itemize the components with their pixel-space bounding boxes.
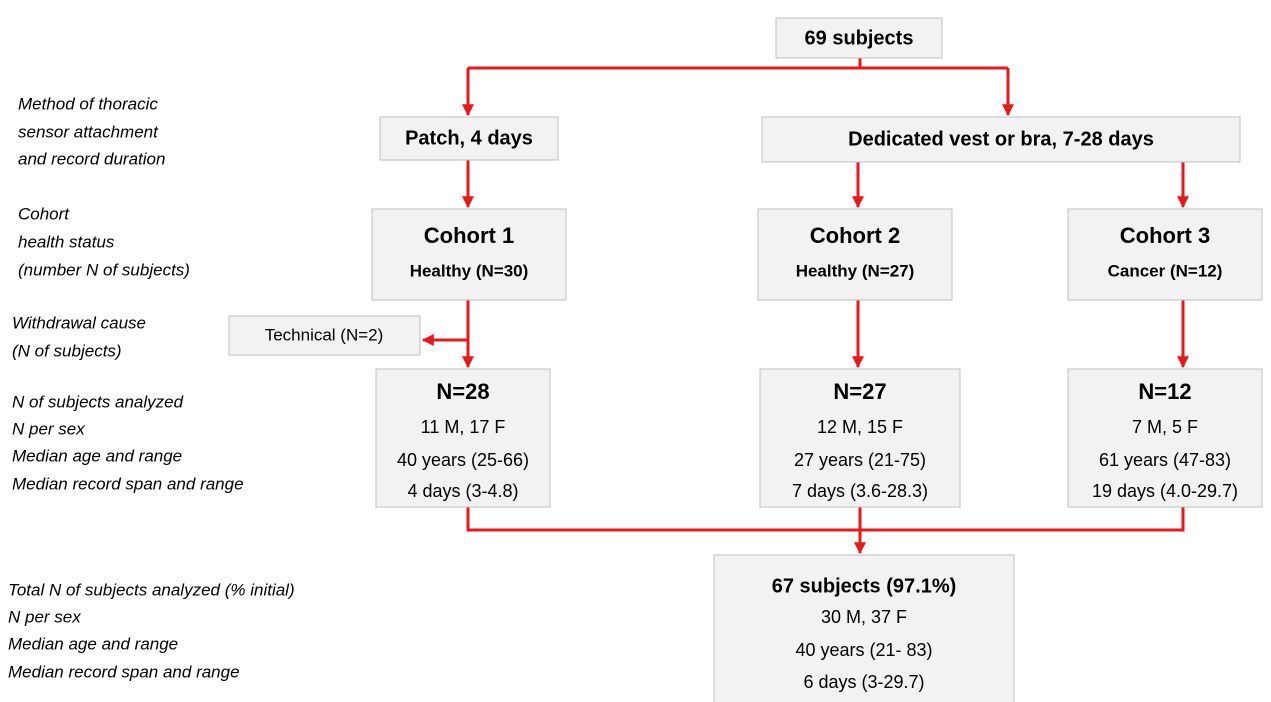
cohort-title: Cohort 2	[810, 223, 900, 248]
side-label: Withdrawal cause	[12, 313, 146, 332]
total-title: 67 subjects (97.1%)	[772, 575, 957, 597]
total-box	[713, 554, 1015, 702]
side-label: Median age and range	[8, 634, 178, 653]
analyzed-title: N=28	[436, 379, 489, 404]
analyzed-title: N=27	[833, 379, 886, 404]
analyzed-line: 7 days (3.6-28.3)	[792, 481, 928, 501]
side-label: (N of subjects)	[12, 341, 122, 360]
analyzed-box	[1067, 368, 1263, 508]
technical-label: Technical (N=2)	[265, 325, 384, 344]
side-label: Method of thoracic	[18, 94, 158, 113]
analyzed-line: 7 M, 5 F	[1132, 417, 1198, 437]
analyzed-line: 4 days (3-4.8)	[407, 481, 518, 501]
side-label: Total N of subjects analyzed (% initial)	[8, 580, 295, 599]
side-label: (number N of subjects)	[18, 260, 190, 279]
analyzed-line: 11 M, 17 F	[421, 417, 506, 437]
total-line: 40 years (21- 83)	[795, 640, 932, 660]
total-line: 30 M, 37 F	[821, 607, 907, 627]
cohort-status: Healthy (N=30)	[410, 261, 529, 280]
vest-box	[761, 116, 1241, 163]
side-label: health status	[18, 232, 115, 251]
cohort-status: Healthy (N=27)	[796, 261, 915, 280]
analyzed-line: 19 days (4.0-29.7)	[1092, 481, 1238, 501]
patch-label: Patch, 4 days	[405, 127, 533, 149]
analyzed-box	[759, 368, 961, 508]
analyzed-line: 61 years (47-83)	[1099, 450, 1231, 470]
analyzed-title: N=12	[1138, 379, 1191, 404]
connectors	[421, 58, 1189, 555]
cohort-title: Cohort 3	[1120, 223, 1210, 248]
analyzed-line: 12 M, 15 F	[817, 417, 903, 437]
start-label: 69 subjects	[805, 27, 914, 49]
connector	[466, 507, 1185, 532]
side-label: N per sex	[8, 607, 81, 626]
side-label: Median age and range	[12, 446, 182, 465]
side-label: Median record span and range	[12, 474, 244, 493]
side-label: sensor attachment	[18, 122, 159, 141]
side-label: N per sex	[12, 419, 85, 438]
side-label: Median record span and range	[8, 662, 240, 681]
cohort-box	[371, 208, 567, 301]
connector	[468, 58, 862, 70]
total-line: 6 days (3-29.7)	[803, 672, 924, 692]
side-label: Cohort	[18, 204, 70, 223]
start-box	[775, 17, 943, 59]
side-labels: Method of thoracic sensor attachment and…	[8, 94, 295, 681]
cohort-box	[757, 208, 953, 301]
cohort-title: Cohort 1	[424, 223, 514, 248]
cohort-box	[1067, 208, 1263, 301]
analyzed-box	[375, 368, 551, 508]
patch-box	[379, 116, 559, 161]
technical-box	[228, 315, 421, 356]
cohort-status: Cancer (N=12)	[1108, 261, 1223, 280]
analyzed-line: 40 years (25-66)	[397, 450, 529, 470]
side-label: and record duration	[18, 149, 165, 168]
vest-label: Dedicated vest or bra, 7-28 days	[848, 128, 1154, 150]
analyzed-line: 27 years (21-75)	[794, 450, 926, 470]
side-label: N of subjects analyzed	[12, 392, 184, 411]
